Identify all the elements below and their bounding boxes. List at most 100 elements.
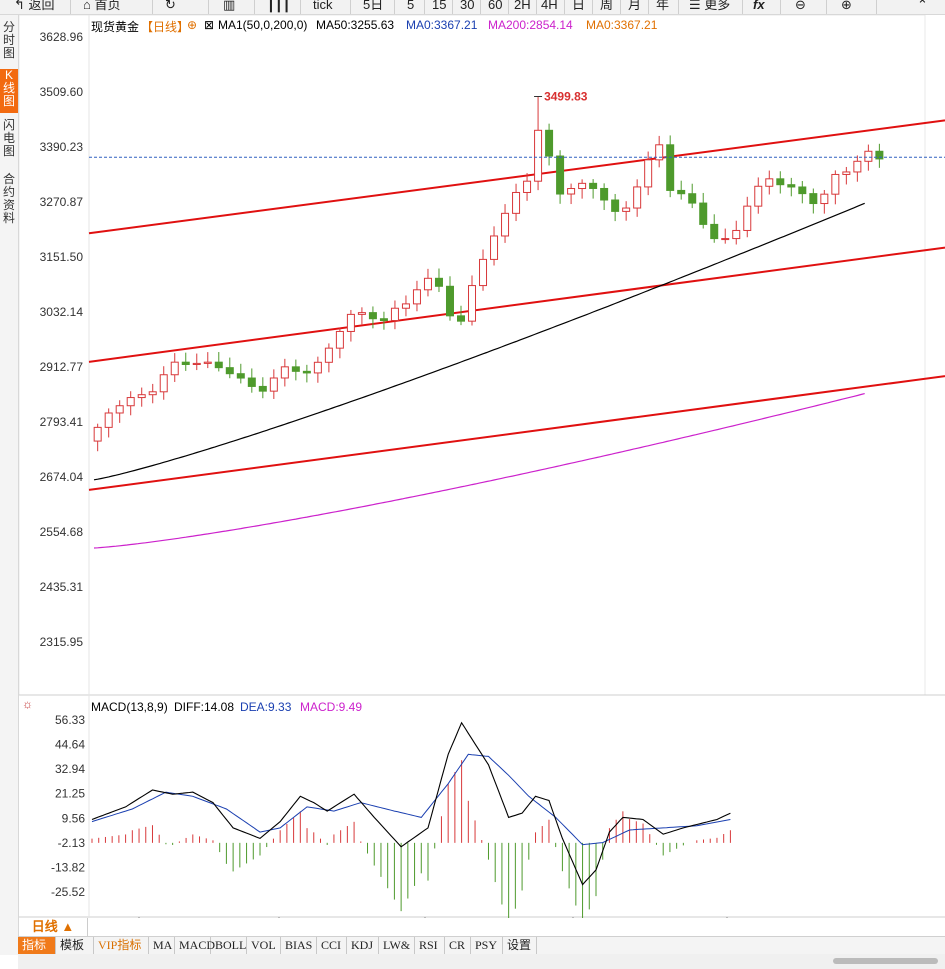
period-15-button[interactable]: 15 — [424, 0, 446, 14]
macd-axis: 56.33 44.64 32.94 21.25 9.56 -2.13 -13.82 -25.5… — [51, 713, 85, 899]
candle-chart-icon[interactable]: ┃┃┃ — [254, 0, 290, 14]
indicator-tab-cci[interactable]: CCI — [317, 937, 347, 954]
candle-up — [203, 361, 212, 364]
ma-settings-icon[interactable]: ⊠ — [204, 18, 215, 32]
indicator-tab-psy[interactable]: PSY — [471, 937, 503, 954]
top-toolbar: ↰ 返回 ⌂ 首页 ↻ ▥ ┃┃┃ tick 5日 5 15 30 60 2H … — [0, 0, 945, 15]
period-selector[interactable]: 日线 ▲ — [19, 918, 88, 936]
candle-up — [115, 405, 124, 414]
dea-line — [91, 753, 731, 846]
tick-button[interactable]: tick — [300, 0, 333, 14]
indicator-tab-lw[interactable]: LW& — [379, 937, 415, 954]
indicator-tab-vip[interactable]: VIP指标 — [94, 937, 149, 954]
period-year-button[interactable]: 年 — [648, 0, 669, 14]
zoom-in-icon[interactable]: ⊕ — [826, 0, 852, 14]
legend-ma0-b: MA0:3367.21 — [586, 18, 658, 32]
candle-up — [578, 182, 587, 190]
macd-tick-label: 44.64 — [55, 738, 85, 752]
candlesticks — [93, 96, 884, 452]
candle-up — [335, 330, 344, 349]
period-5-button[interactable]: 5 — [394, 0, 414, 14]
candle-up — [390, 307, 399, 321]
candle-up — [401, 303, 410, 309]
scrollbar-thumb[interactable] — [833, 958, 938, 964]
candle-up — [170, 361, 179, 376]
price-tick-label: 3032.14 — [40, 305, 84, 319]
macd-legend-dea: DEA:9.33 — [240, 700, 292, 714]
candle-up — [126, 397, 135, 407]
more-button[interactable]: ☰ 更多 — [678, 0, 730, 14]
candle-up — [412, 289, 421, 305]
settings-icon[interactable]: ⊕ — [187, 18, 198, 32]
macd-tick-label: -13.82 — [51, 860, 85, 874]
candle-up — [765, 178, 774, 187]
price-tick-label: 2315.95 — [40, 635, 84, 649]
macd-tick-label: -25.52 — [51, 885, 85, 899]
indicator-tab-[interactable]: 指标 — [18, 937, 56, 954]
indicator-tab-boll[interactable]: BOLL — [211, 937, 247, 954]
legend-ma50: MA50:3255.63 — [316, 18, 395, 32]
candle-down — [776, 178, 785, 186]
five-day-button[interactable]: 5日 — [350, 0, 383, 14]
candle-up — [831, 173, 840, 195]
candle-up — [490, 235, 499, 260]
candle-up — [104, 412, 113, 428]
macd-legend-macd: MACD:9.49 — [300, 700, 363, 714]
formula-icon[interactable]: fx — [742, 0, 765, 14]
horizontal-scrollbar[interactable] — [18, 954, 945, 969]
price-tick-label: 2912.77 — [40, 360, 84, 374]
kline-chart[interactable]: 3628.96 3509.60 3390.23 3270.87 3151.50 3032.… — [19, 15, 945, 918]
candle-down — [291, 366, 300, 372]
zoom-out-icon[interactable]: ⊖ — [780, 0, 806, 14]
indicator-bar: 指标 模板 VIP指标 MA MACD BOLL VOL BIAS CCI KDJ LW& RSI CR… — [18, 936, 945, 955]
period-60-button[interactable]: 60 — [480, 0, 502, 14]
price-tick-label: 3270.87 — [40, 195, 84, 209]
period-30-button[interactable]: 30 — [452, 0, 474, 14]
indicator-tab-rsi[interactable]: RSI — [415, 937, 445, 954]
candle-up — [534, 129, 543, 182]
period-day-button[interactable]: 日 — [564, 0, 585, 14]
candle-down — [688, 193, 697, 204]
price-tick-label: 3151.50 — [40, 250, 84, 264]
channel-line — [88, 119, 945, 235]
refresh-icon[interactable]: ↻ — [152, 0, 176, 14]
candle-up — [754, 185, 763, 207]
indicator-tab-vol[interactable]: VOL — [247, 937, 281, 954]
back-button[interactable]: ↰ 返回 — [14, 0, 55, 14]
legend-ma1: MA1(50,0,200,0) — [218, 18, 308, 32]
indicator-tab-cr[interactable]: CR — [445, 937, 471, 954]
candle-up — [357, 312, 366, 315]
sidebar-tab-flash[interactable]: 闪电图 — [2, 118, 15, 158]
candle-down — [368, 312, 377, 320]
indicator-tab-[interactable]: 设置 — [503, 937, 537, 954]
candle-down — [787, 184, 796, 188]
macd-legend-diff: DIFF:14.08 — [174, 700, 235, 714]
candle-up — [313, 361, 322, 374]
macd-settings-icon[interactable]: ☼ — [22, 697, 33, 711]
indicator-tab-[interactable]: 模板 — [56, 937, 94, 954]
moving-averages — [93, 202, 865, 549]
macd-tick-label: -2.13 — [58, 836, 86, 850]
home-button[interactable]: ⌂ 首页 — [70, 0, 120, 14]
candle-down — [302, 370, 311, 374]
indicator-tab-ma[interactable]: MA — [149, 937, 175, 954]
bar-chart-icon[interactable]: ▥ — [208, 0, 235, 14]
macd-tick-label: 21.25 — [55, 787, 85, 801]
candle-up — [853, 160, 862, 173]
collapse-icon[interactable]: ⌃ — [876, 0, 928, 14]
indicator-tab-macd[interactable]: MACD — [175, 937, 215, 954]
period-tag: 【日线】 — [141, 20, 190, 34]
price-tick-label: 2674.04 — [40, 470, 84, 484]
sidebar-tab-contract[interactable]: 合约资料 — [2, 172, 15, 225]
period-month-button[interactable]: 月 — [620, 0, 641, 14]
candle-down — [809, 193, 818, 205]
indicator-tab-kdj[interactable]: KDJ — [347, 937, 379, 954]
sidebar-tab-intraday[interactable]: 分时图 — [2, 20, 15, 60]
period-2h-button[interactable]: 2H — [508, 0, 531, 14]
candle-down — [214, 361, 223, 369]
indicator-tab-bias[interactable]: BIAS — [281, 937, 317, 954]
period-4h-button[interactable]: 4H — [536, 0, 558, 14]
period-week-button[interactable]: 周 — [592, 0, 613, 14]
candle-down — [247, 377, 256, 387]
